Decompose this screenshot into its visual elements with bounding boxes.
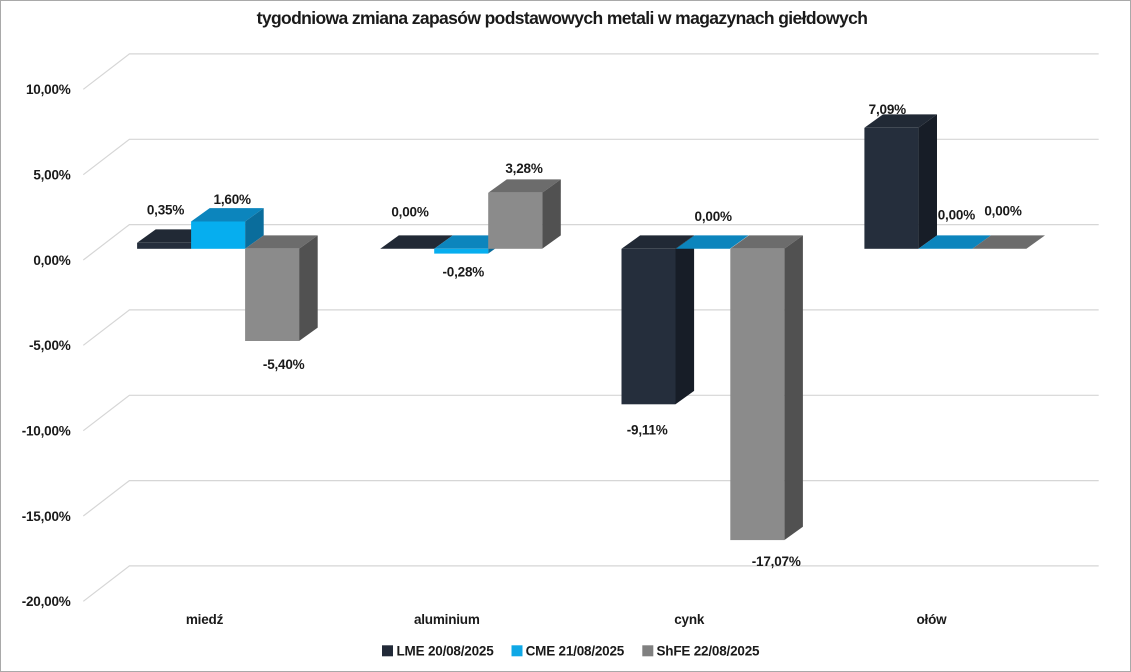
- svg-text:ShFE 22/08/2025: ShFE 22/08/2025: [657, 644, 761, 659]
- svg-text:cynk: cynk: [674, 612, 705, 627]
- svg-text:LME 20/08/2025: LME 20/08/2025: [397, 644, 495, 659]
- svg-text:miedź: miedź: [186, 612, 224, 627]
- svg-text:ołów: ołów: [917, 612, 948, 627]
- svg-text:aluminium: aluminium: [414, 612, 480, 627]
- svg-text:-17,07%: -17,07%: [752, 554, 801, 569]
- svg-text:-5,40%: -5,40%: [263, 357, 305, 372]
- svg-text:-20,00%: -20,00%: [22, 594, 71, 609]
- svg-text:0,35%: 0,35%: [147, 202, 184, 217]
- svg-text:-15,00%: -15,00%: [22, 509, 71, 524]
- svg-text:CME 21/08/2025: CME 21/08/2025: [526, 644, 625, 659]
- svg-text:1,60%: 1,60%: [214, 192, 251, 207]
- svg-text:7,09%: 7,09%: [869, 102, 906, 117]
- svg-text:0,00%: 0,00%: [984, 203, 1021, 218]
- svg-text:5,00%: 5,00%: [33, 168, 70, 183]
- svg-text:-10,00%: -10,00%: [22, 424, 71, 439]
- svg-text:-0,28%: -0,28%: [443, 264, 485, 279]
- svg-text:0,00%: 0,00%: [33, 253, 70, 268]
- svg-text:-5,00%: -5,00%: [29, 338, 71, 353]
- svg-text:0,00%: 0,00%: [695, 209, 732, 224]
- svg-text:10,00%: 10,00%: [26, 82, 71, 97]
- svg-text:0,00%: 0,00%: [391, 205, 428, 220]
- svg-text:tygodniowa zmiana zapasów pods: tygodniowa zmiana zapasów podstawowych m…: [257, 8, 868, 28]
- svg-text:-9,11%: -9,11%: [627, 423, 668, 438]
- svg-text:0,00%: 0,00%: [938, 208, 975, 223]
- svg-text:3,28%: 3,28%: [505, 161, 542, 176]
